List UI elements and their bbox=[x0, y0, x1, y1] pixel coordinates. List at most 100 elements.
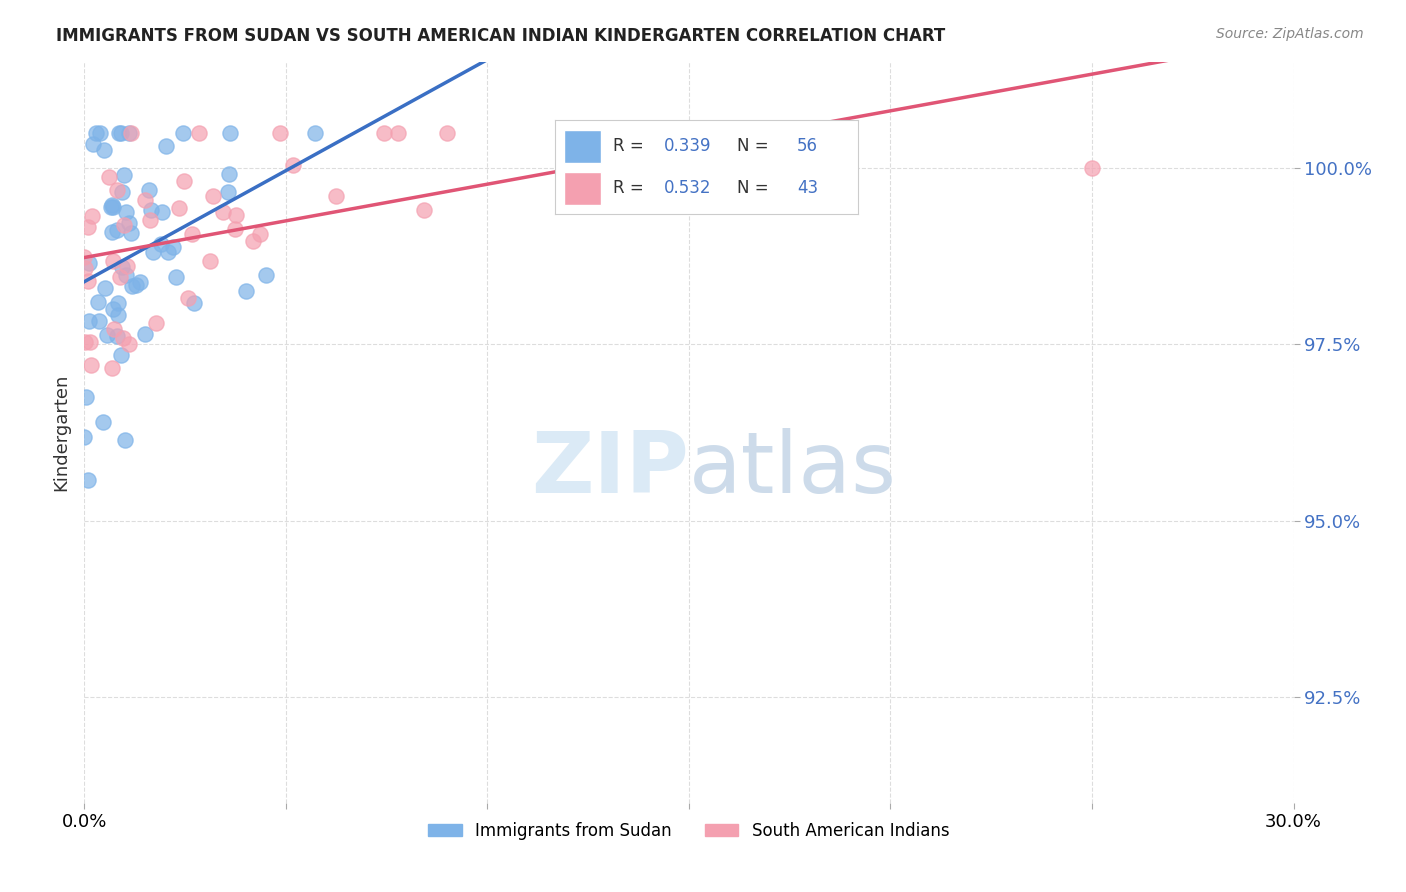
Text: IMMIGRANTS FROM SUDAN VS SOUTH AMERICAN INDIAN KINDERGARTEN CORRELATION CHART: IMMIGRANTS FROM SUDAN VS SOUTH AMERICAN … bbox=[56, 27, 945, 45]
Point bbox=[217, 185, 239, 199]
Point bbox=[112, 168, 135, 182]
Point bbox=[87, 314, 110, 328]
Point bbox=[125, 277, 148, 292]
Point bbox=[96, 328, 118, 343]
Point bbox=[1081, 161, 1104, 176]
Text: ZIP: ZIP bbox=[531, 428, 689, 511]
Point bbox=[181, 227, 204, 241]
Point bbox=[224, 222, 246, 236]
Point bbox=[167, 202, 190, 216]
Point bbox=[75, 260, 97, 275]
Point bbox=[86, 126, 108, 140]
Point bbox=[211, 205, 233, 219]
Point bbox=[188, 126, 211, 140]
Point bbox=[82, 136, 104, 151]
Point bbox=[225, 208, 247, 222]
Point bbox=[105, 183, 128, 197]
Point bbox=[110, 260, 132, 274]
Point bbox=[101, 254, 124, 268]
Point bbox=[120, 227, 142, 241]
Point bbox=[117, 260, 139, 274]
Point bbox=[387, 126, 409, 140]
Point bbox=[235, 284, 257, 298]
Point bbox=[107, 295, 129, 310]
Point bbox=[75, 334, 97, 349]
Text: N =: N = bbox=[737, 136, 773, 154]
Point bbox=[254, 268, 277, 283]
Text: atlas: atlas bbox=[689, 428, 897, 511]
Text: R =: R = bbox=[613, 179, 648, 197]
Point bbox=[269, 126, 291, 140]
Point bbox=[202, 189, 225, 203]
Point bbox=[110, 126, 132, 140]
Point bbox=[218, 167, 240, 181]
Point bbox=[139, 213, 162, 227]
Point bbox=[150, 236, 173, 251]
Point bbox=[112, 218, 135, 232]
Point bbox=[108, 269, 131, 284]
Point bbox=[111, 185, 134, 199]
Point bbox=[94, 281, 117, 295]
Point bbox=[173, 174, 195, 188]
Point bbox=[89, 126, 111, 140]
Legend: Immigrants from Sudan, South American Indians: Immigrants from Sudan, South American In… bbox=[422, 815, 956, 847]
Point bbox=[79, 334, 101, 349]
Point bbox=[112, 331, 135, 345]
Text: 56: 56 bbox=[797, 136, 818, 154]
Point bbox=[115, 205, 138, 219]
Point bbox=[77, 274, 100, 288]
Point bbox=[77, 314, 100, 328]
Point bbox=[118, 216, 141, 230]
Point bbox=[101, 225, 124, 239]
Point bbox=[145, 317, 167, 331]
Point bbox=[128, 275, 150, 289]
Point bbox=[134, 326, 156, 341]
Text: 0.532: 0.532 bbox=[664, 179, 711, 197]
Point bbox=[141, 203, 163, 218]
Point bbox=[413, 203, 436, 218]
Point bbox=[218, 126, 240, 140]
Point bbox=[100, 360, 122, 375]
Point bbox=[115, 268, 138, 283]
Point bbox=[142, 244, 165, 259]
Point bbox=[108, 126, 131, 140]
Y-axis label: Kindergarten: Kindergarten bbox=[52, 374, 70, 491]
Point bbox=[73, 250, 96, 264]
Point bbox=[155, 139, 177, 153]
Point bbox=[103, 301, 125, 316]
Text: Source: ZipAtlas.com: Source: ZipAtlas.com bbox=[1216, 27, 1364, 41]
Point bbox=[82, 209, 104, 223]
Point bbox=[120, 126, 142, 140]
Point bbox=[198, 254, 221, 268]
Point bbox=[134, 193, 156, 207]
Point bbox=[304, 126, 326, 140]
Point bbox=[165, 270, 187, 285]
Point bbox=[105, 329, 128, 343]
Point bbox=[162, 240, 184, 254]
Point bbox=[637, 161, 659, 176]
Point bbox=[110, 348, 132, 362]
Point bbox=[76, 219, 98, 234]
Point bbox=[114, 433, 136, 447]
Point bbox=[87, 295, 110, 310]
Point bbox=[105, 223, 128, 237]
Point bbox=[118, 126, 141, 140]
Point bbox=[249, 227, 271, 242]
Point bbox=[177, 291, 200, 305]
Point bbox=[325, 188, 347, 202]
Text: 0.339: 0.339 bbox=[664, 136, 711, 154]
Text: R =: R = bbox=[613, 136, 648, 154]
Point bbox=[138, 184, 160, 198]
Point bbox=[150, 204, 173, 219]
Point bbox=[73, 430, 96, 444]
Point bbox=[103, 321, 125, 335]
Point bbox=[373, 126, 395, 140]
Point bbox=[157, 244, 180, 259]
Point bbox=[100, 200, 122, 214]
Point bbox=[93, 143, 115, 157]
Point bbox=[107, 309, 129, 323]
FancyBboxPatch shape bbox=[564, 129, 600, 162]
Point bbox=[281, 158, 304, 172]
FancyBboxPatch shape bbox=[564, 172, 600, 205]
Point bbox=[172, 126, 194, 140]
